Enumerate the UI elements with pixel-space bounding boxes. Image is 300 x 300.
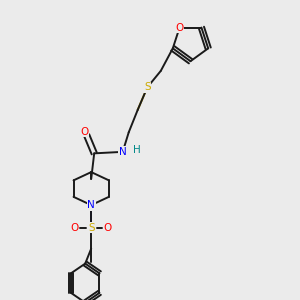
Text: N: N (87, 200, 95, 210)
Text: S: S (88, 223, 94, 232)
Text: O: O (176, 22, 184, 33)
Text: N: N (119, 147, 127, 157)
Text: O: O (103, 223, 112, 232)
Text: H: H (133, 145, 141, 155)
Text: S: S (144, 82, 151, 92)
Text: O: O (70, 223, 79, 232)
Text: O: O (80, 127, 88, 137)
